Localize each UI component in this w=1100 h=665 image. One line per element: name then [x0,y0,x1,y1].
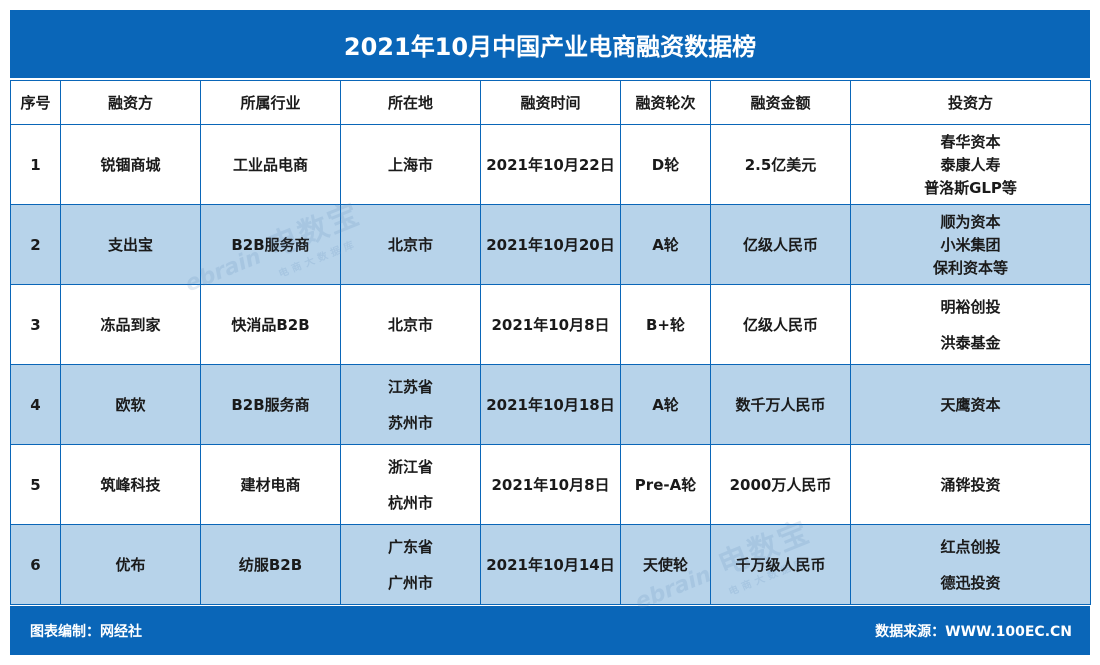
investor-line: 明裕创投 [940,297,1001,316]
cell-round: A轮 [620,364,711,445]
header-location: 所在地 [340,80,481,125]
location-line: 杭州市 [387,493,433,512]
location-line: 广东省 [387,537,433,556]
cell-amount: 2000万人民币 [710,444,851,525]
investor-line: 顺为资本 [940,212,1001,231]
cell-investors: 天鹰资本 [850,364,1091,445]
cell-company: 锐锢商城 [60,124,201,205]
cell-location: 北京市 [340,284,481,365]
cell-investors: 顺为资本 小米集团 保利资本等 [850,204,1091,285]
cell-round: B+轮 [620,284,711,365]
cell-company: 支出宝 [60,204,201,285]
ranking-table-panel: 2021年10月中国产业电商融资数据榜 序号 融资方 所属行业 所在地 融资时间… [10,10,1091,655]
cell-date: 2021年10月8日 [480,444,621,525]
footer-bar: 图表编制：网经社 数据来源：WWW.100EC.CN [10,606,1090,655]
cell-industry: 工业品电商 [200,124,341,205]
investor-line: 红点创投 [940,537,1001,556]
cell-date: 2021年10月22日 [480,124,621,205]
header-amount: 融资金额 [710,80,851,125]
cell-company: 冻品到家 [60,284,201,365]
investor-line: 涌铧投资 [940,475,1001,494]
cell-no: 3 [10,284,61,365]
cell-date: 2021年10月20日 [480,204,621,285]
investor-line: 洪泰基金 [940,333,1001,352]
table-row: 5 筑峰科技 建材电商 浙江省 杭州市 2021年10月8日 Pre-A轮 20… [10,444,1091,525]
cell-amount: 亿级人民币 [710,204,851,285]
investor-line: 普洛斯GLP等 [924,178,1017,197]
cell-round: A轮 [620,204,711,285]
location-line: 上海市 [387,155,433,174]
cell-round: D轮 [620,124,711,205]
cell-location: 北京市 [340,204,481,285]
cell-amount: 亿级人民币 [710,284,851,365]
cell-location: 江苏省 苏州市 [340,364,481,445]
cell-no: 4 [10,364,61,445]
header-investors: 投资方 [850,80,1091,125]
cell-date: 2021年10月14日 [480,524,621,605]
investor-line: 泰康人寿 [940,155,1001,174]
cell-industry: B2B服务商 [200,364,341,445]
investor-line: 春华资本 [940,132,1001,151]
table-row: 4 欧软 B2B服务商 江苏省 苏州市 2021年10月18日 A轮 数千万人民… [10,364,1091,445]
location-line: 江苏省 [387,377,433,396]
header-company: 融资方 [60,80,201,125]
cell-company: 欧软 [60,364,201,445]
investor-line: 小米集团 [940,235,1001,254]
header-round: 融资轮次 [620,80,711,125]
header-no: 序号 [10,80,61,125]
location-line: 北京市 [387,235,433,254]
cell-company: 优布 [60,524,201,605]
cell-date: 2021年10月18日 [480,364,621,445]
cell-amount: 数千万人民币 [710,364,851,445]
cell-no: 2 [10,204,61,285]
cell-no: 1 [10,124,61,205]
investor-line: 德迅投资 [940,573,1001,592]
cell-round: 天使轮 [620,524,711,605]
cell-amount: 2.5亿美元 [710,124,851,205]
cell-investors: 涌铧投资 [850,444,1091,525]
cell-date: 2021年10月8日 [480,284,621,365]
investor-line: 保利资本等 [932,258,1008,277]
cell-location: 上海市 [340,124,481,205]
header-industry: 所属行业 [200,80,341,125]
page-title: 2021年10月中国产业电商融资数据榜 [10,10,1090,78]
financing-table: 序号 融资方 所属行业 所在地 融资时间 融资轮次 融资金额 投资方 1 锐锢商… [10,80,1091,605]
location-line: 苏州市 [387,413,433,432]
cell-industry: 建材电商 [200,444,341,525]
location-line: 北京市 [387,315,433,334]
table-row: 1 锐锢商城 工业品电商 上海市 2021年10月22日 D轮 2.5亿美元 春… [10,124,1091,205]
table-row: 3 冻品到家 快消品B2B 北京市 2021年10月8日 B+轮 亿级人民币 明… [10,284,1091,365]
location-line: 广州市 [387,573,433,592]
location-line: 浙江省 [387,457,433,476]
investor-line: 天鹰资本 [940,395,1001,414]
cell-industry: 纺服B2B [200,524,341,605]
cell-investors: 春华资本 泰康人寿 普洛斯GLP等 [850,124,1091,205]
cell-investors: 明裕创投 洪泰基金 [850,284,1091,365]
table-header-row: 序号 融资方 所属行业 所在地 融资时间 融资轮次 融资金额 投资方 [10,80,1091,125]
cell-no: 6 [10,524,61,605]
cell-company: 筑峰科技 [60,444,201,525]
cell-location: 浙江省 杭州市 [340,444,481,525]
footer-credit: 图表编制：网经社 [30,623,142,640]
cell-no: 5 [10,444,61,525]
cell-round: Pre-A轮 [620,444,711,525]
table-row: 6 优布 纺服B2B 广东省 广州市 2021年10月14日 天使轮 千万级人民… [10,524,1091,605]
cell-amount: 千万级人民币 [710,524,851,605]
cell-investors: 红点创投 德迅投资 [850,524,1091,605]
cell-industry: 快消品B2B [200,284,341,365]
table-row: 2 支出宝 B2B服务商 北京市 2021年10月20日 A轮 亿级人民币 顺为… [10,204,1091,285]
cell-industry: B2B服务商 [200,204,341,285]
cell-location: 广东省 广州市 [340,524,481,605]
footer-source: 数据来源：WWW.100EC.CN [875,623,1072,640]
header-date: 融资时间 [480,80,621,125]
